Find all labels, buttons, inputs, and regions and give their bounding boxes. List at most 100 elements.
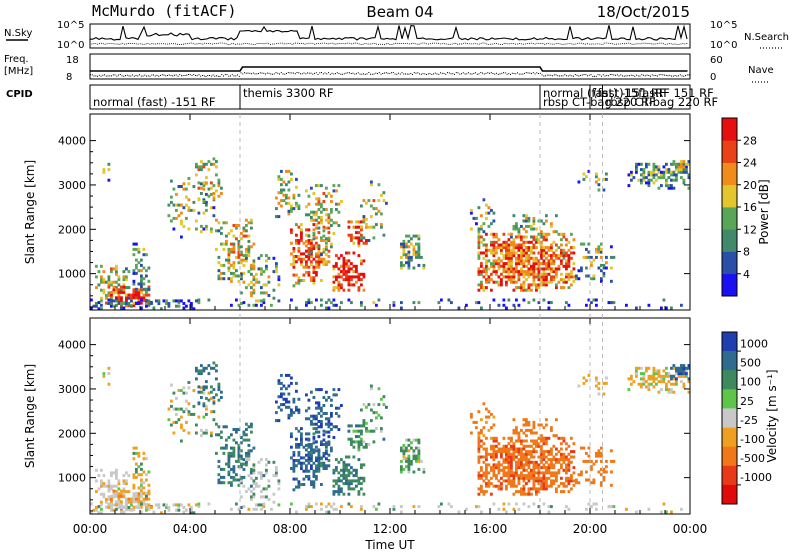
velocity-cell <box>662 502 666 506</box>
power-cell <box>210 230 213 234</box>
nave-point <box>667 75 669 77</box>
power-cell <box>502 243 506 247</box>
power-cell <box>277 299 281 303</box>
nave-point <box>520 73 522 75</box>
power-cell <box>512 278 516 282</box>
velocity-cell <box>217 473 221 477</box>
power-cell <box>485 254 488 258</box>
power-cell <box>340 286 343 290</box>
velocity-cell <box>507 468 511 472</box>
power-cell <box>132 288 136 292</box>
velocity-cell <box>552 444 556 448</box>
power-cell <box>505 262 508 266</box>
velocity-cell <box>115 492 118 496</box>
velocity-cell <box>297 459 301 462</box>
velocity-cell <box>567 466 571 470</box>
velocity-cell <box>525 492 528 496</box>
velocity-cell <box>525 420 528 424</box>
power-cell <box>282 193 286 197</box>
velocity-cell <box>532 450 536 454</box>
velocity-cell <box>520 471 523 475</box>
velocity-cell <box>252 487 256 491</box>
power-cell <box>335 286 338 290</box>
velocity-cell <box>417 457 421 461</box>
nave-point <box>599 74 601 76</box>
velocity-cell <box>145 508 148 512</box>
power-cell <box>135 290 138 294</box>
velocity-cell <box>180 415 183 419</box>
nave-point <box>160 74 161 76</box>
power-cell <box>132 301 136 305</box>
power-cell <box>345 275 348 279</box>
velocity-cell <box>247 487 251 491</box>
velocity-cell <box>567 452 571 456</box>
power-cell <box>262 298 266 302</box>
power-cell <box>112 299 116 303</box>
velocity-cell <box>230 433 233 437</box>
power-cell <box>182 206 186 210</box>
power-cell <box>535 227 538 231</box>
velocity-cell <box>682 382 686 386</box>
velocity-cell <box>517 452 521 456</box>
power-cell <box>417 253 421 257</box>
nave-point <box>443 73 445 74</box>
velocity-cell <box>337 492 341 496</box>
power-cell <box>482 256 486 260</box>
velocity-cell <box>227 470 231 474</box>
velocity-cell <box>327 417 331 421</box>
power-cell <box>647 181 651 185</box>
velocity-cell <box>655 377 658 381</box>
velocity-cell <box>677 369 681 373</box>
power-cell <box>287 180 291 184</box>
velocity-cell <box>260 471 263 475</box>
velocity-cell <box>277 482 281 486</box>
power-cell <box>382 191 386 195</box>
power-cell <box>250 272 253 276</box>
power-cell <box>217 194 221 198</box>
power-cell <box>220 232 223 235</box>
power-cell <box>240 237 243 241</box>
velocity-cell <box>540 423 543 427</box>
power-cell <box>305 189 308 193</box>
power-cell <box>217 261 221 265</box>
power-cell <box>345 259 348 263</box>
velocity-cell <box>507 482 511 486</box>
power-cell <box>205 200 208 204</box>
power-cell <box>130 304 133 308</box>
power-cell <box>490 248 493 252</box>
power-cell <box>522 275 526 279</box>
velocity-cell <box>422 467 426 471</box>
velocity-cell <box>580 446 583 450</box>
velocity-cell <box>232 478 236 482</box>
velocity-cell <box>325 451 328 455</box>
power-cell <box>552 251 556 255</box>
nave-point <box>590 74 592 76</box>
power-cell <box>602 274 606 278</box>
velocity-cell <box>550 450 553 454</box>
velocity-cell <box>477 476 481 480</box>
colorbar-tick-label: 100 <box>740 376 761 389</box>
power-cell <box>225 242 228 246</box>
power-cell <box>492 246 496 250</box>
velocity-cell <box>522 490 526 494</box>
nave-point <box>546 74 548 76</box>
velocity-cell <box>645 385 648 389</box>
power-cell <box>575 277 578 281</box>
power-cell <box>350 301 353 305</box>
velocity-cell <box>300 464 303 468</box>
power-cell <box>585 266 588 270</box>
velocity-cell <box>135 462 138 466</box>
velocity-cell <box>680 374 683 378</box>
velocity-cell <box>517 450 521 454</box>
velocity-cell <box>287 373 291 377</box>
velocity-cell <box>567 444 571 448</box>
cpid-mode-label: (fast)15fasRF 151 RF <box>593 86 714 100</box>
velocity-cell <box>147 470 151 474</box>
velocity-cell <box>315 427 318 431</box>
velocity-cell <box>322 461 326 465</box>
nave-point <box>420 73 422 75</box>
velocity-cell <box>312 480 316 484</box>
power-cell <box>260 270 263 274</box>
velocity-cell <box>605 459 608 463</box>
power-cell <box>127 302 131 305</box>
